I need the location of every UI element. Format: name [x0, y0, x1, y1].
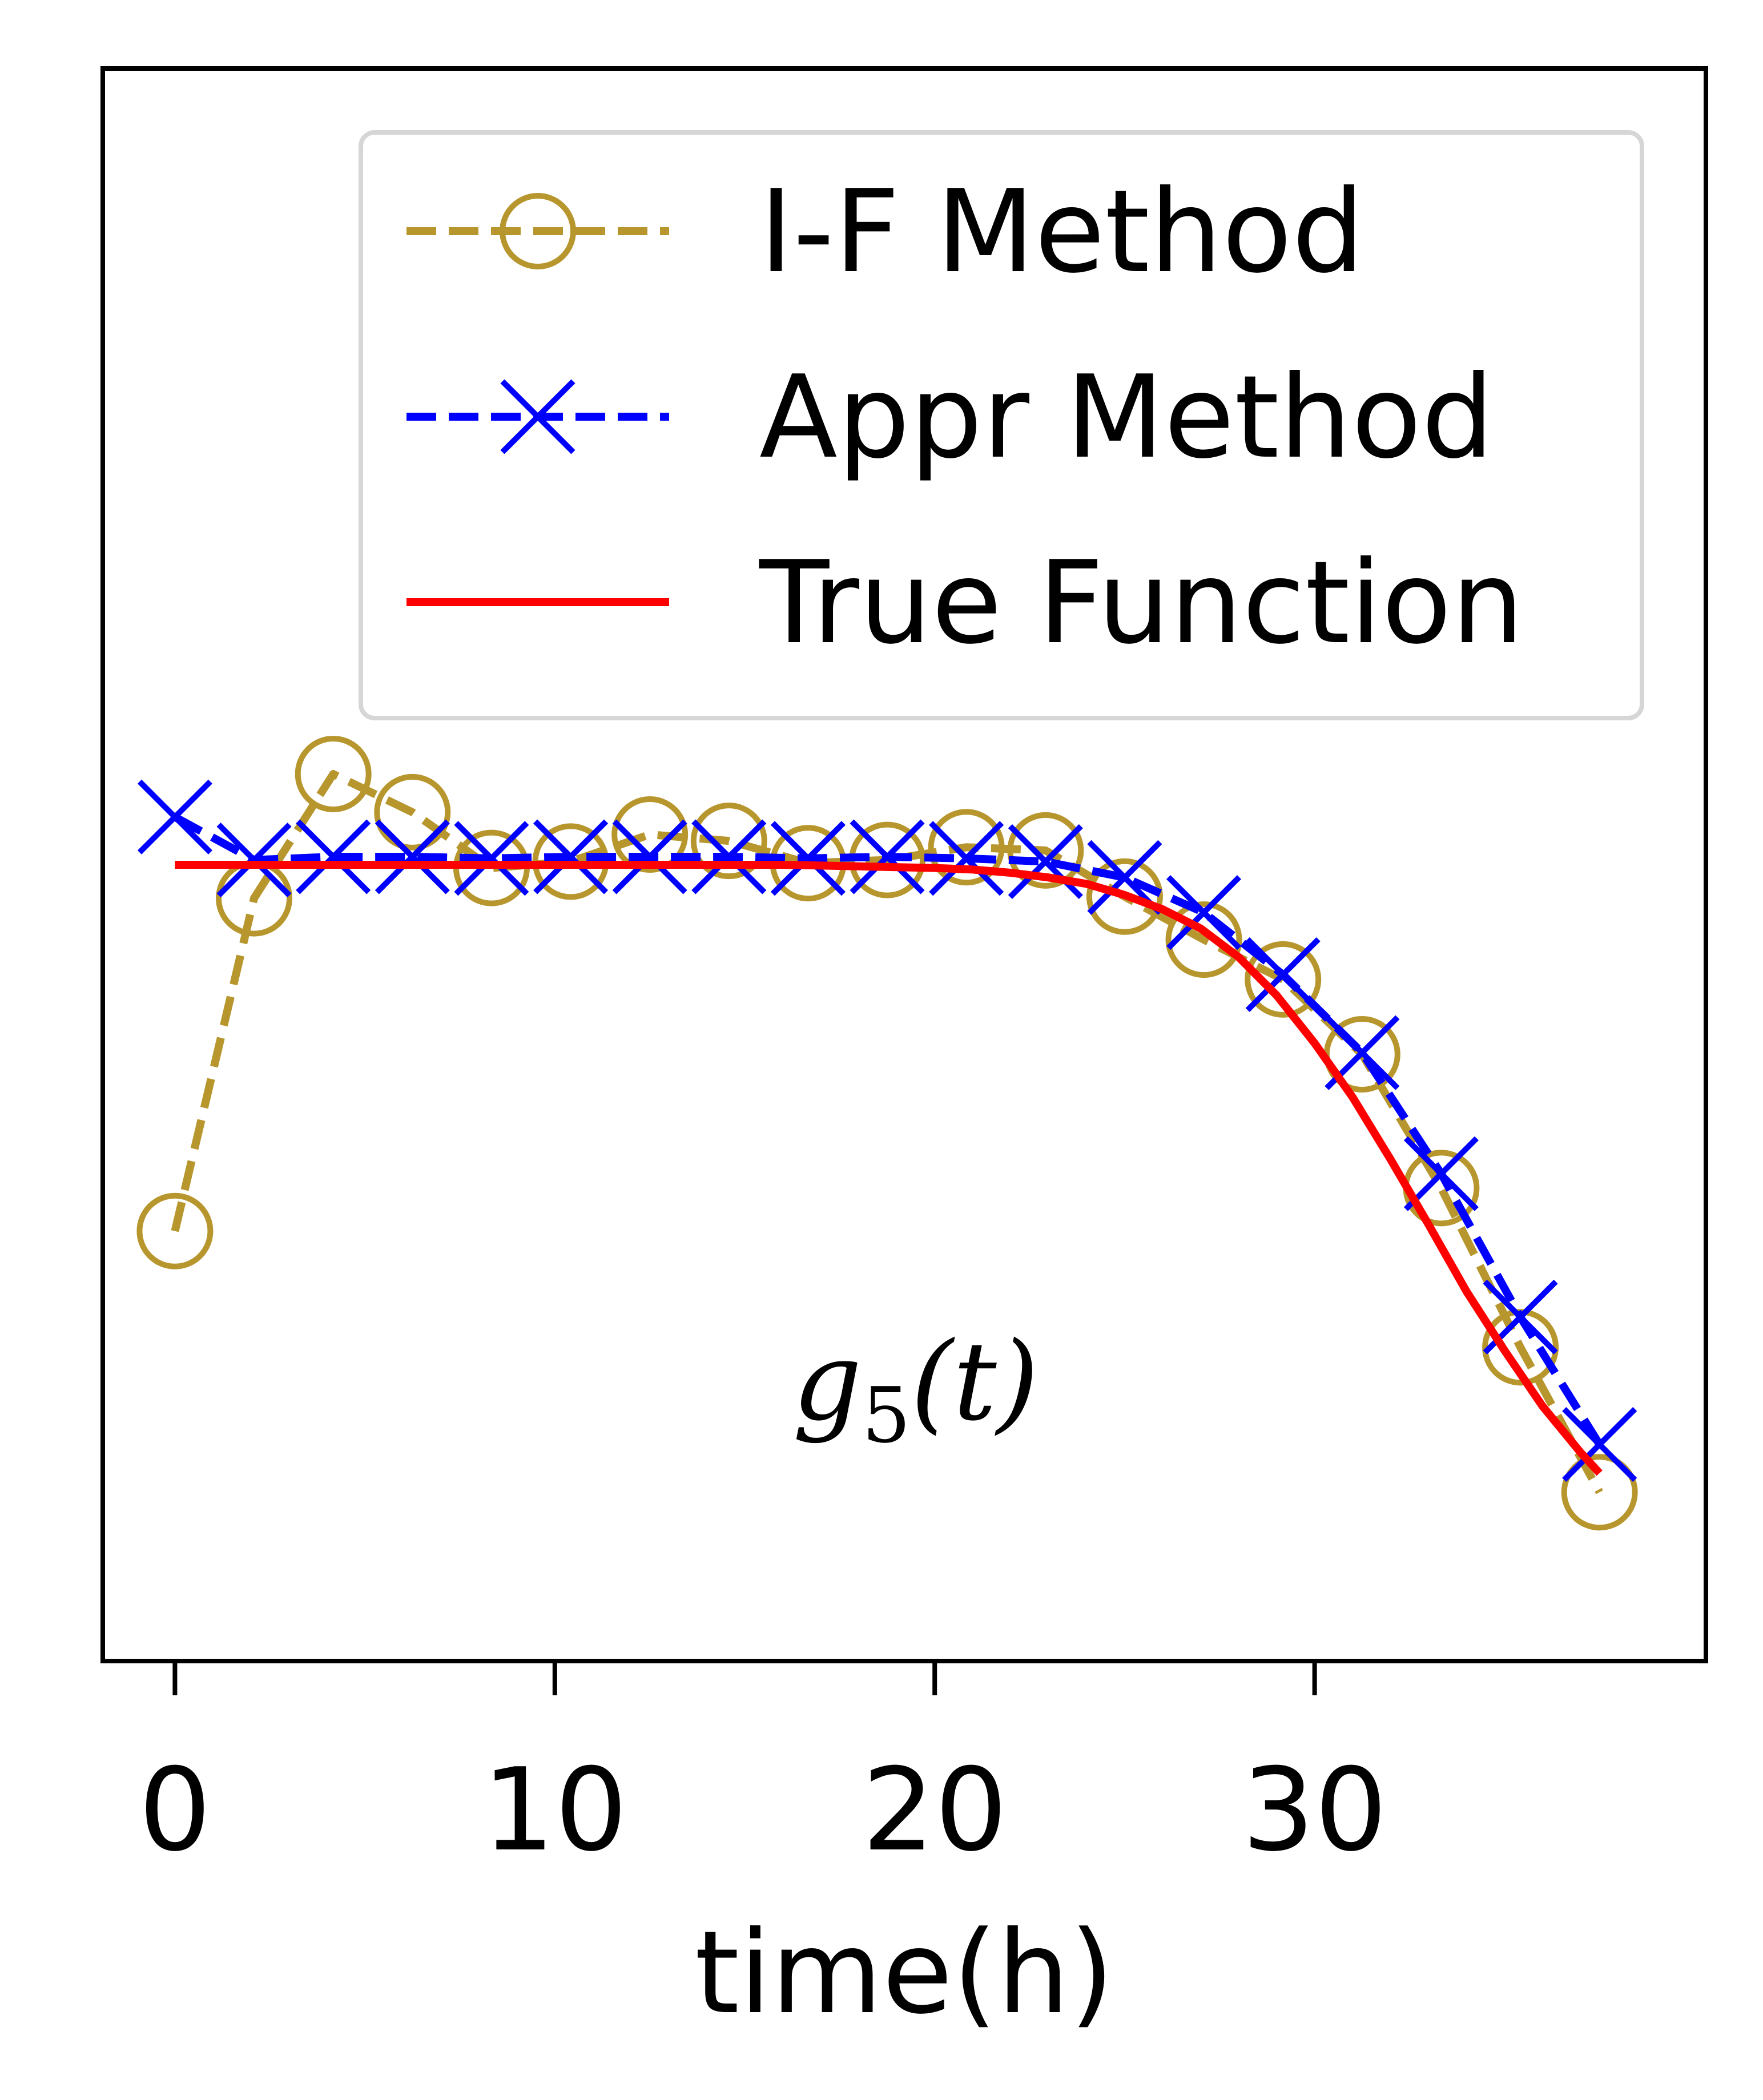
series-line-true-function — [175, 861, 1603, 1476]
legend-entry-appr-method: Appr Method — [406, 351, 1494, 484]
data-point-i-f-method-2 — [295, 735, 372, 812]
data-point-i-f-method-11 — [1007, 812, 1084, 889]
x-tick-label-2: 20 — [862, 1744, 1008, 1877]
data-point-i-f-method-6 — [611, 796, 689, 873]
legend-label-appr-method: Appr Method — [759, 351, 1494, 484]
x-tick-label-1: 10 — [482, 1744, 628, 1877]
data-point-i-f-method-3 — [374, 773, 451, 851]
data-point-appr-method-4 — [454, 821, 529, 896]
annotation-subscript: 5 — [862, 1371, 911, 1460]
annotation-base: g — [792, 1319, 862, 1445]
data-point-i-f-method-13 — [1165, 901, 1242, 978]
legend-marker-i-f-method — [500, 193, 576, 269]
series-layer — [136, 735, 1638, 1531]
data-point-i-f-method-7 — [690, 803, 767, 880]
data-point-appr-method-6 — [612, 819, 687, 894]
data-point-appr-method-7 — [691, 819, 767, 894]
annotation-suffix: (t) — [911, 1319, 1039, 1445]
data-point-appr-method-2 — [296, 819, 371, 894]
data-point-appr-method-0 — [137, 779, 212, 854]
plot-frame — [100, 66, 1708, 1663]
x-tick-label-0: 0 — [139, 1744, 211, 1877]
x-axis-ticks: 0 10 20 30 — [139, 1661, 1387, 1877]
data-point-i-f-method-10 — [928, 809, 1005, 886]
data-point-appr-method-1 — [216, 823, 292, 898]
legend-entries: I-F Method Appr Method True Function — [406, 166, 1524, 670]
legend-marker-appr-method — [500, 379, 575, 454]
legend: I-F Method Appr Method True Function — [359, 130, 1644, 720]
data-point-appr-method-18 — [1562, 1407, 1637, 1482]
data-point-appr-method-16 — [1403, 1136, 1479, 1211]
legend-label-true-function: True Function — [759, 537, 1524, 670]
x-axis-label: time(h) — [695, 1906, 1114, 2039]
data-point-appr-method-5 — [533, 819, 609, 894]
series-appr-method — [137, 779, 1637, 1482]
x-tick-label-3: 30 — [1242, 1744, 1387, 1877]
data-point-i-f-method-14 — [1245, 941, 1322, 1018]
data-point-appr-method-3 — [375, 819, 450, 894]
legend-entry-true-function: True Function — [406, 537, 1524, 670]
data-point-appr-method-13 — [1166, 875, 1242, 950]
legend-box — [359, 130, 1644, 720]
data-point-appr-method-8 — [770, 821, 846, 896]
function-annotation: g5(t) — [792, 1319, 1039, 1460]
legend-entry-i-f-method: I-F Method — [406, 166, 1364, 299]
data-point-i-f-method-18 — [1561, 1454, 1638, 1531]
data-point-appr-method-10 — [929, 821, 1004, 896]
data-point-appr-method-14 — [1245, 937, 1321, 1013]
data-point-appr-method-9 — [850, 819, 925, 894]
data-point-i-f-method-12 — [1086, 858, 1163, 935]
data-point-i-f-method-0 — [136, 1192, 214, 1269]
series-true-function — [175, 861, 1603, 1476]
legend-label-i-f-method: I-F Method — [759, 166, 1364, 299]
data-point-appr-method-11 — [1008, 824, 1083, 899]
